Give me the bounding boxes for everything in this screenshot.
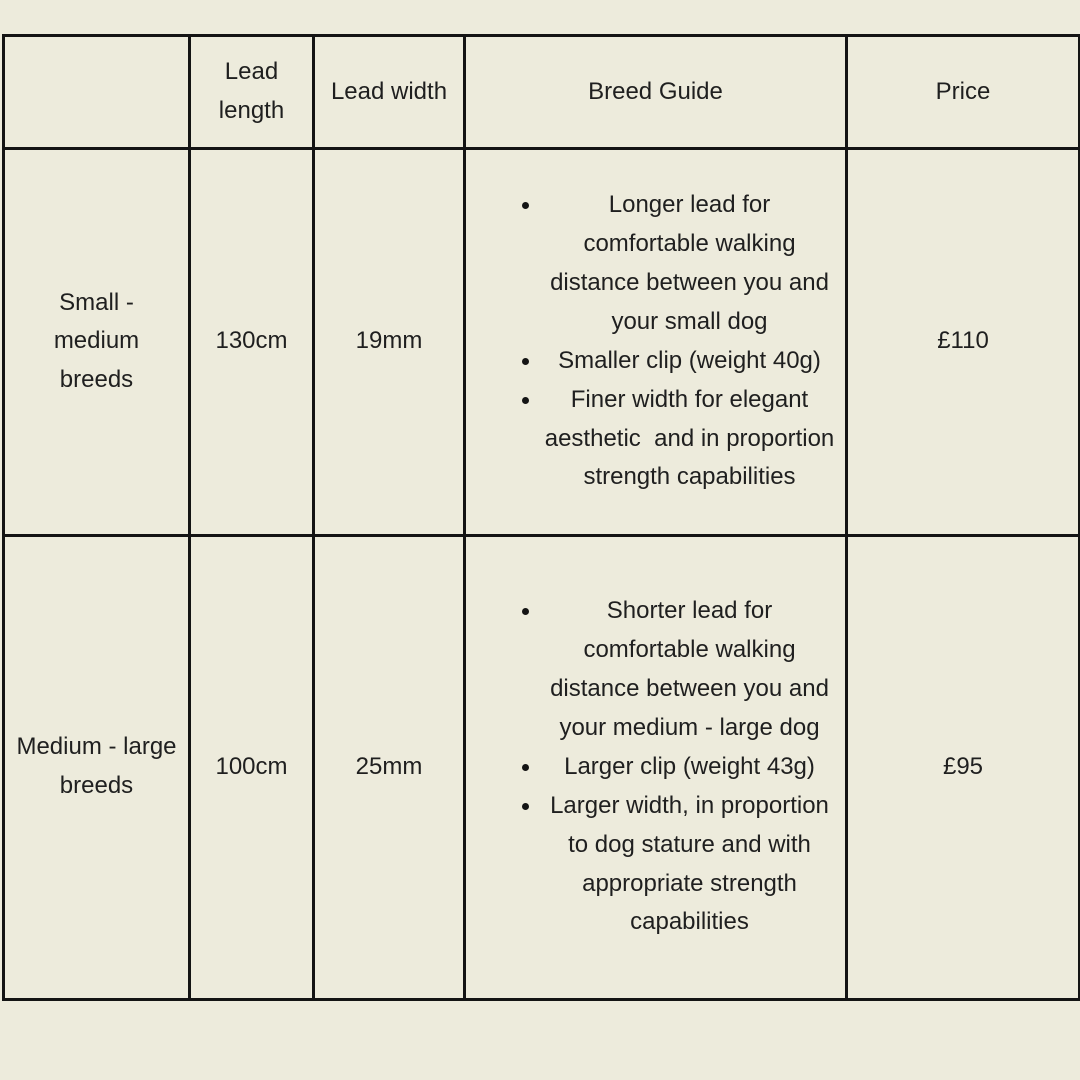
breed-cell: Small - medium breeds — [2, 147, 191, 537]
header-breed-blank — [2, 34, 191, 150]
breed-guide-cell: Shorter lead for comfortable walking dis… — [463, 533, 848, 1002]
header-price: Price — [845, 34, 1080, 150]
price-cell: £95 — [845, 533, 1080, 1002]
breed-guide-item: Larger width, in proportion to dog statu… — [542, 787, 835, 943]
lead-width-cell: 19mm — [312, 147, 466, 537]
header-row: Lead length Lead width Breed Guide Price — [2, 34, 1080, 150]
breed-cell: Medium - large breeds — [2, 533, 191, 1002]
table-row-small-medium: Small - medium breeds 130cm 19mm Longer … — [2, 147, 1080, 537]
price-cell: £110 — [845, 147, 1080, 537]
breed-guide-cell: Longer lead for comfortable walking dist… — [463, 147, 848, 537]
lead-length-cell: 100cm — [188, 533, 315, 1002]
table-row-medium-large: Medium - large breeds 100cm 25mm Shorter… — [2, 533, 1080, 1002]
header-lead-length: Lead length — [188, 34, 315, 150]
breed-guide-list: Longer lead for comfortable walking dist… — [476, 186, 835, 497]
breed-guide-item: Longer lead for comfortable walking dist… — [542, 186, 835, 342]
header-breed-guide: Breed Guide — [463, 34, 848, 150]
breed-guide-item: Finer width for elegant aesthetic and in… — [542, 381, 835, 498]
lead-comparison-table: Lead length Lead width Breed Guide Price… — [2, 34, 1080, 1002]
header-lead-width: Lead width — [312, 34, 466, 150]
lead-length-cell: 130cm — [188, 147, 315, 537]
breed-guide-item: Shorter lead for comfortable walking dis… — [542, 592, 835, 748]
lead-width-cell: 25mm — [312, 533, 466, 1002]
breed-guide-item: Larger clip (weight 43g) — [542, 748, 835, 787]
breed-guide-item: Smaller clip (weight 40g) — [542, 342, 835, 381]
breed-guide-list: Shorter lead for comfortable walking dis… — [476, 592, 835, 942]
